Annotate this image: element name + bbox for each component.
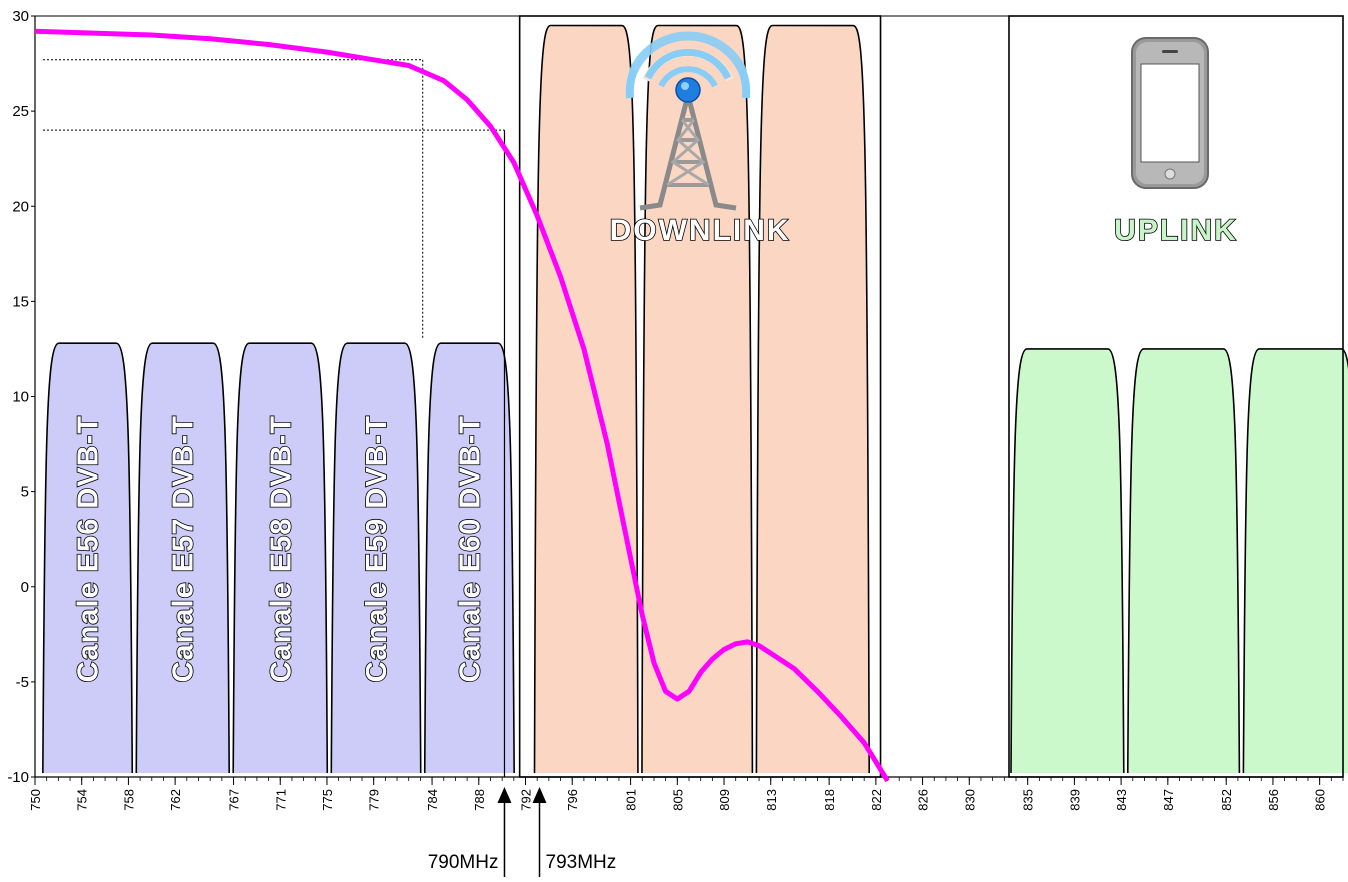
x-tick-label: 847	[1161, 789, 1176, 811]
filter-response-curve	[34, 28, 890, 783]
x-tick-label: 839	[1067, 789, 1082, 811]
y-tick-label: 5	[21, 484, 29, 501]
y-tick-label: 30	[12, 8, 29, 25]
downlink-block-fill-2	[756, 25, 870, 773]
dvbt-channel-label: Canale E59 DVB-T	[361, 415, 393, 682]
dvbt-channel-outline-1	[135, 342, 230, 774]
mobile-phone-icon	[1131, 37, 1209, 189]
dvbt-channel-label: Canale E57 DVB-T	[168, 415, 200, 682]
x-tick-label: 796	[565, 789, 580, 811]
x-tick-label: 801	[624, 789, 639, 811]
filter-curve-line	[34, 28, 890, 783]
marker-label: 793MHz	[546, 852, 617, 873]
downlink-block-outline-1	[641, 24, 754, 774]
band-fills	[42, 25, 1348, 773]
dvbt-channel-outline-4	[423, 342, 515, 774]
y-tick-label: 20	[12, 198, 29, 215]
x-tick-label: 767	[227, 789, 242, 811]
x-tick-label: 775	[320, 789, 335, 811]
y-tick-label: 15	[12, 293, 29, 310]
dvbt-channel-fill-0	[42, 343, 133, 773]
uplink-block-fill-0	[1010, 348, 1124, 773]
x-tick-label: 758	[121, 789, 136, 811]
axes: 30 25 20 15 10 5 0 -5 -10 750 754 758 762 767 771 775 77…	[7, 8, 1344, 811]
marker-arrow-0	[497, 787, 512, 803]
y-tick-label: -5	[16, 674, 29, 691]
y-tick-label: 0	[21, 579, 29, 596]
downlink-block-fill-0	[534, 25, 638, 773]
downlink-block-outline-0	[533, 24, 639, 774]
uplink-block-outline-1	[1126, 348, 1241, 774]
x-tick-label: 784	[425, 789, 440, 811]
antenna-tower-icon	[625, 31, 751, 211]
x-tick-label: 860	[1313, 789, 1328, 811]
downlink-block-outline-2	[755, 24, 870, 774]
x-tick-label: 822	[869, 789, 884, 811]
x-tick-label: 809	[717, 789, 732, 811]
x-tick-label: 754	[75, 789, 90, 811]
dvbt-channel-fill-1	[136, 343, 230, 773]
dvbt-channel-outline-0	[42, 342, 134, 774]
dvbt-channel-fill-3	[331, 343, 421, 773]
downlink-block-fill-1	[641, 25, 753, 773]
x-tick-label: 788	[472, 789, 487, 811]
uplink-block-outline-2	[1242, 348, 1348, 774]
dvbt-channel-outline-3	[330, 342, 422, 774]
x-tick-label: 762	[168, 789, 183, 811]
x-tick-label: 826	[916, 789, 931, 811]
x-tick-label: 750	[28, 789, 43, 811]
x-tick-label: 813	[764, 789, 779, 811]
uplink-block-outline-0	[1010, 348, 1125, 774]
x-tick-label: 830	[962, 789, 977, 811]
x-tick-label: 805	[670, 789, 685, 811]
x-tick-label: 843	[1114, 789, 1129, 811]
dvbt-channel-outline-2	[232, 342, 329, 774]
marker-arrow-1	[532, 787, 547, 803]
x-tick-label: 852	[1219, 789, 1234, 811]
y-tick-label: 25	[12, 103, 29, 120]
y-tick-label: -10	[7, 769, 29, 786]
icons	[625, 31, 1209, 211]
x-tick-label: 818	[822, 789, 837, 811]
x-tick-label: 856	[1266, 789, 1281, 811]
dvbt-channel-fill-2	[233, 343, 328, 773]
dvbt-channel-label: Canale E58 DVB-T	[265, 415, 297, 682]
x-tick-label: 835	[1021, 789, 1036, 811]
x-tick-label: 771	[273, 789, 288, 811]
dvbt-channel-label: Canale E60 DVB-T	[454, 415, 486, 682]
uplink-label: UPLINK	[1114, 214, 1238, 247]
band-labels: Canale E56 DVB-T Canale E57 DVB-T Canale E…	[72, 213, 1238, 683]
uplink-block-fill-1	[1127, 348, 1240, 773]
y-tick-label: 10	[12, 389, 29, 406]
frequency-markers: 790MHz 793MHz	[428, 787, 617, 877]
downlink-label: DOWNLINK	[610, 214, 791, 247]
marker-label: 790MHz	[428, 852, 499, 873]
x-tick-label: 779	[367, 789, 382, 811]
x-tick-label: 792	[519, 789, 534, 811]
dvbt-channel-label: Canale E56 DVB-T	[73, 415, 105, 682]
dvbt-channel-fill-4	[424, 343, 515, 773]
uplink-block-fill-2	[1243, 348, 1348, 773]
